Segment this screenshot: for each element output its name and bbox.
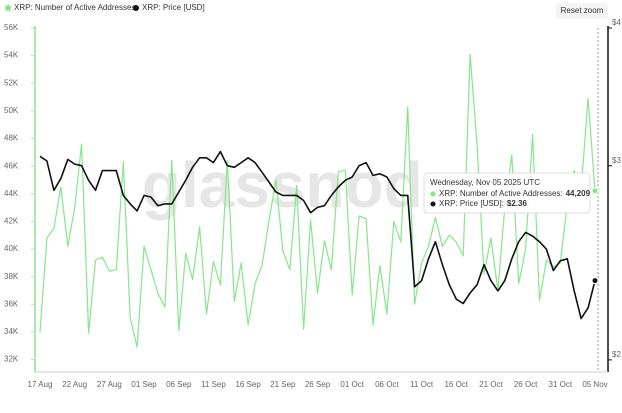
y-tick-label: 40K (4, 244, 19, 253)
x-tick-label: 31 Oct (549, 380, 573, 389)
legend-label[interactable]: XRP: Price [USD] (142, 3, 205, 12)
legend-label[interactable]: XRP: Number of Active Addresses (14, 3, 135, 12)
legend-swatch (5, 5, 11, 11)
y-tick-label: 48K (4, 134, 19, 143)
x-tick-label: 01 Oct (340, 380, 364, 389)
x-tick-label: 11 Oct (410, 380, 434, 389)
x-tick-label: 06 Sep (166, 380, 192, 389)
tooltip-row: XRP: Price [USD]: $2.36 (439, 199, 527, 208)
hover-point (591, 277, 599, 285)
x-tick-label: 22 Aug (62, 380, 87, 389)
y-tick-label: 52K (4, 78, 19, 87)
series-line (39, 53, 596, 348)
tooltip-row: XRP: Number of Active Addresses: 44,209 (439, 189, 591, 198)
y-tick-label: 54K (4, 51, 19, 60)
tooltip-swatch (430, 191, 436, 197)
x-tick-label: 01 Sep (131, 380, 157, 389)
y-tick-label: 34K (4, 327, 19, 336)
y2-tick-label: $3 (612, 156, 621, 165)
y-tick-label: 50K (4, 106, 19, 115)
y-tick-label: 44K (4, 189, 19, 198)
tooltip-swatch (430, 201, 436, 207)
tooltip-value: 44,209 (566, 189, 591, 198)
y2-tick-label: $4 (612, 18, 621, 27)
y2-tick-label: $2 (612, 350, 621, 359)
x-tick-label: 16 Oct (444, 380, 468, 389)
tooltip-label: XRP: Number of Active Addresses: (439, 189, 563, 198)
y-tick-label: 38K (4, 272, 19, 281)
reset-zoom-label[interactable]: Reset zoom (561, 6, 604, 15)
y-tick-label: 42K (4, 217, 19, 226)
series-line (39, 150, 596, 320)
x-tick-label: 11 Sep (201, 380, 226, 389)
x-tick-label: 26 Oct (514, 380, 538, 389)
y-tick-label: 46K (4, 161, 19, 170)
y-tick-label: 36K (4, 299, 19, 308)
x-tick-label: 06 Oct (375, 380, 399, 389)
tooltip: Wednesday, Nov 05 2025 UTC XRP: Number of… (423, 172, 591, 214)
x-tick-label: 27 Aug (97, 380, 122, 389)
legend-swatch (133, 5, 139, 11)
x-tick-label: 26 Sep (305, 380, 331, 389)
hover-point (591, 187, 599, 195)
y-tick-label: 56K (4, 23, 19, 32)
tooltip-box (423, 172, 591, 214)
y-tick-label: 32K (4, 355, 19, 364)
tooltip-value: $2.36 (507, 199, 528, 208)
tooltip-title: Wednesday, Nov 05 2025 UTC (430, 178, 540, 187)
x-tick-label: 21 Sep (270, 380, 296, 389)
x-tick-label: 21 Oct (479, 380, 503, 389)
reset-zoom-button[interactable] (556, 3, 608, 19)
x-tick-label: 05 Nov (582, 380, 607, 389)
x-tick-label: 17 Aug (28, 380, 53, 389)
tooltip-label: XRP: Price [USD]: (439, 199, 504, 208)
x-tick-label: 16 Sep (235, 380, 261, 389)
